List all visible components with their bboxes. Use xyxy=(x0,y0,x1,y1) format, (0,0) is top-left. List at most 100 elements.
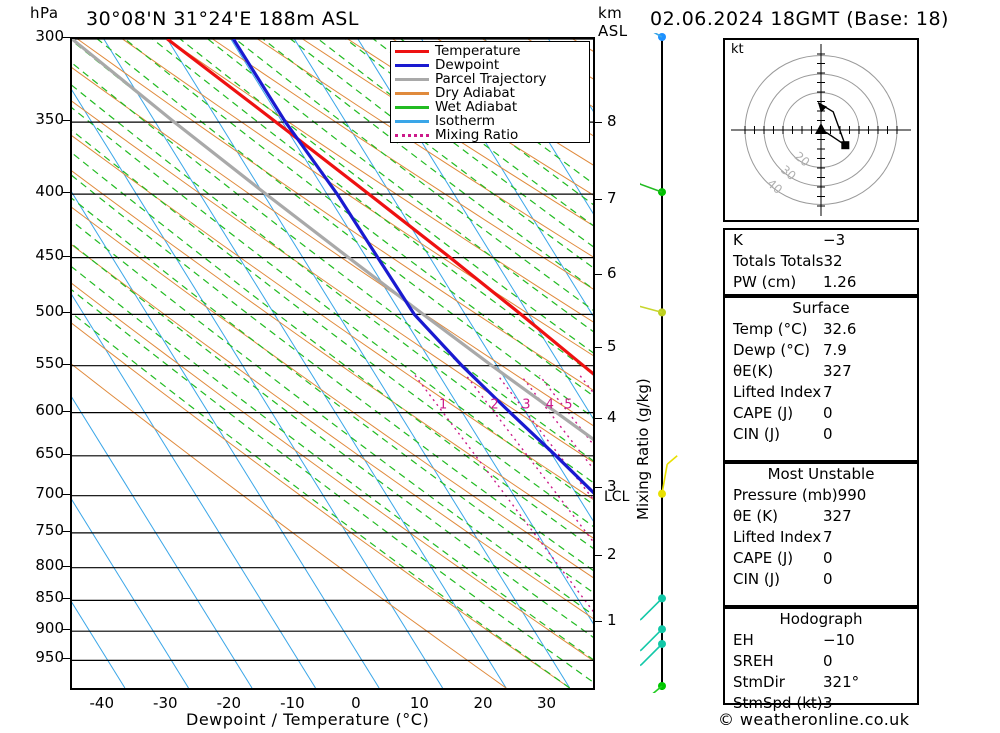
indices-panel: K −3 Totals Totals 32 PW (cm) 1.26 xyxy=(723,228,919,296)
legend-item: Dry Adiabat xyxy=(395,86,585,100)
hodograph-plot[interactable]: 20 30 40 kt xyxy=(723,38,919,222)
height-tick xyxy=(593,621,602,623)
pressure-tick xyxy=(62,312,72,314)
info-row-value: −3 xyxy=(823,231,846,249)
right-axis-unit-km: km xyxy=(598,4,623,22)
legend-swatch xyxy=(395,77,429,81)
legend: Temperature Dewpoint Parcel Trajectory Dry … xyxy=(390,41,590,143)
info-row-key: CAPE (J) xyxy=(733,404,794,422)
info-row-value: 7 xyxy=(823,383,833,401)
temperature-tick-label: 0 xyxy=(351,694,361,712)
info-row-key: θE(K) xyxy=(733,362,774,380)
pressure-tick-label: 500 xyxy=(35,302,64,321)
info-row-key: Lifted Index xyxy=(733,528,822,546)
info-row: CAPE (J) 0 xyxy=(725,548,917,569)
temperature-tick-label: -10 xyxy=(280,694,305,712)
pressure-tick xyxy=(62,453,72,455)
pressure-tick xyxy=(62,493,72,495)
height-tick-label: 1 xyxy=(607,611,617,630)
legend-label: Parcel Trajectory xyxy=(435,71,547,87)
pressure-tick xyxy=(62,363,72,365)
info-row-value: 7 xyxy=(823,528,833,546)
most-unstable-panel: Most Unstable Pressure (mb) 990 θE (K) 327 L… xyxy=(723,462,919,607)
right-axis-unit-asl: ASL xyxy=(598,22,628,40)
mixing-ratio-lines xyxy=(414,374,593,613)
height-tick-label: 2 xyxy=(607,545,617,564)
datetime-title: 02.06.2024 18GMT (Base: 18) xyxy=(650,8,949,30)
legend-label: Mixing Ratio xyxy=(435,127,519,143)
temperature-tick-label: -40 xyxy=(89,694,115,712)
xaxis-title: Dewpoint / Temperature (°C) xyxy=(186,710,430,729)
height-tick xyxy=(593,555,602,557)
legend-label: Dry Adiabat xyxy=(435,85,515,101)
info-row-key: Lifted Index xyxy=(733,383,822,401)
dewpoint-curve xyxy=(232,39,593,495)
svg-text:1: 1 xyxy=(439,398,447,413)
height-tick xyxy=(593,122,602,124)
pressure-tick-label: 750 xyxy=(35,520,64,539)
height-tick-label: 5 xyxy=(607,336,617,355)
info-row-key: StmSpd (kt) xyxy=(733,694,823,712)
temperature-curve xyxy=(166,39,593,376)
info-row: Lifted Index 7 xyxy=(725,382,917,403)
info-row-key: K xyxy=(733,231,743,249)
info-row: θE(K) 327 xyxy=(725,361,917,382)
pressure-tick xyxy=(62,192,72,194)
wind-barb xyxy=(640,305,666,317)
info-row-value: 0 xyxy=(823,570,833,588)
legend-item: Wet Adiabat xyxy=(395,100,585,114)
svg-text:5: 5 xyxy=(564,398,572,413)
info-row-value: 0 xyxy=(823,404,833,422)
legend-swatch xyxy=(395,49,429,53)
height-tick xyxy=(593,418,602,420)
legend-swatch xyxy=(395,105,429,109)
info-row-key: EH xyxy=(733,631,754,649)
info-row-key: CIN (J) xyxy=(733,425,781,443)
pressure-tick-label: 300 xyxy=(35,27,64,45)
info-row-key: PW (cm) xyxy=(733,273,797,291)
svg-text:2: 2 xyxy=(490,398,498,413)
info-row-value: 32 xyxy=(823,252,843,270)
info-row: StmDir 321° xyxy=(725,672,917,693)
legend-label: Temperature xyxy=(435,43,521,59)
legend-label: Dewpoint xyxy=(435,57,500,73)
wind-barb xyxy=(640,625,666,652)
hodograph-unit-label: kt xyxy=(731,42,744,57)
info-row-value: 32.6 xyxy=(823,320,857,338)
height-tick xyxy=(593,487,602,489)
wind-barb xyxy=(640,639,666,667)
pressure-tick xyxy=(62,530,72,532)
temperature-tick-label: 10 xyxy=(409,694,429,712)
height-tick-label: 6 xyxy=(607,263,617,282)
info-row-key: Pressure (mb) xyxy=(733,486,838,504)
info-row-value: 7.9 xyxy=(823,341,847,359)
height-tick-label: 7 xyxy=(607,189,617,208)
legend-item: Dewpoint xyxy=(395,58,585,72)
wind-barb xyxy=(640,182,666,197)
legend-label: Isotherm xyxy=(435,113,495,129)
info-row-value: 0 xyxy=(823,425,833,443)
svg-text:3: 3 xyxy=(522,398,530,413)
temperature-tick-label: -20 xyxy=(216,694,242,712)
info-row-value: 1.26 xyxy=(823,273,857,291)
isobar-lines xyxy=(72,39,593,661)
legend-swatch xyxy=(395,119,429,123)
legend-swatch xyxy=(395,91,429,95)
info-row-key: SREH xyxy=(733,652,774,670)
info-row-value: 0 xyxy=(823,549,833,567)
station-title: 30°08'N 31°24'E 188m ASL xyxy=(86,8,359,30)
pressure-tick-label: 800 xyxy=(35,555,64,574)
legend-item: Parcel Trajectory xyxy=(395,72,585,86)
pressure-tick-label: 900 xyxy=(35,619,64,638)
pressure-tick-label: 450 xyxy=(35,245,64,264)
info-row-key: Dewp (°C) xyxy=(733,341,811,359)
height-tick xyxy=(593,346,602,348)
legend-item: Mixing Ratio xyxy=(395,128,585,142)
wind-barb-profile[interactable] xyxy=(640,33,710,693)
surface-panel: Surface Temp (°C) 32.6 Dewp (°C) 7.9 θE(K) 32… xyxy=(723,296,919,462)
info-row-value: 990 xyxy=(837,486,867,504)
svg-text:4: 4 xyxy=(546,398,554,413)
